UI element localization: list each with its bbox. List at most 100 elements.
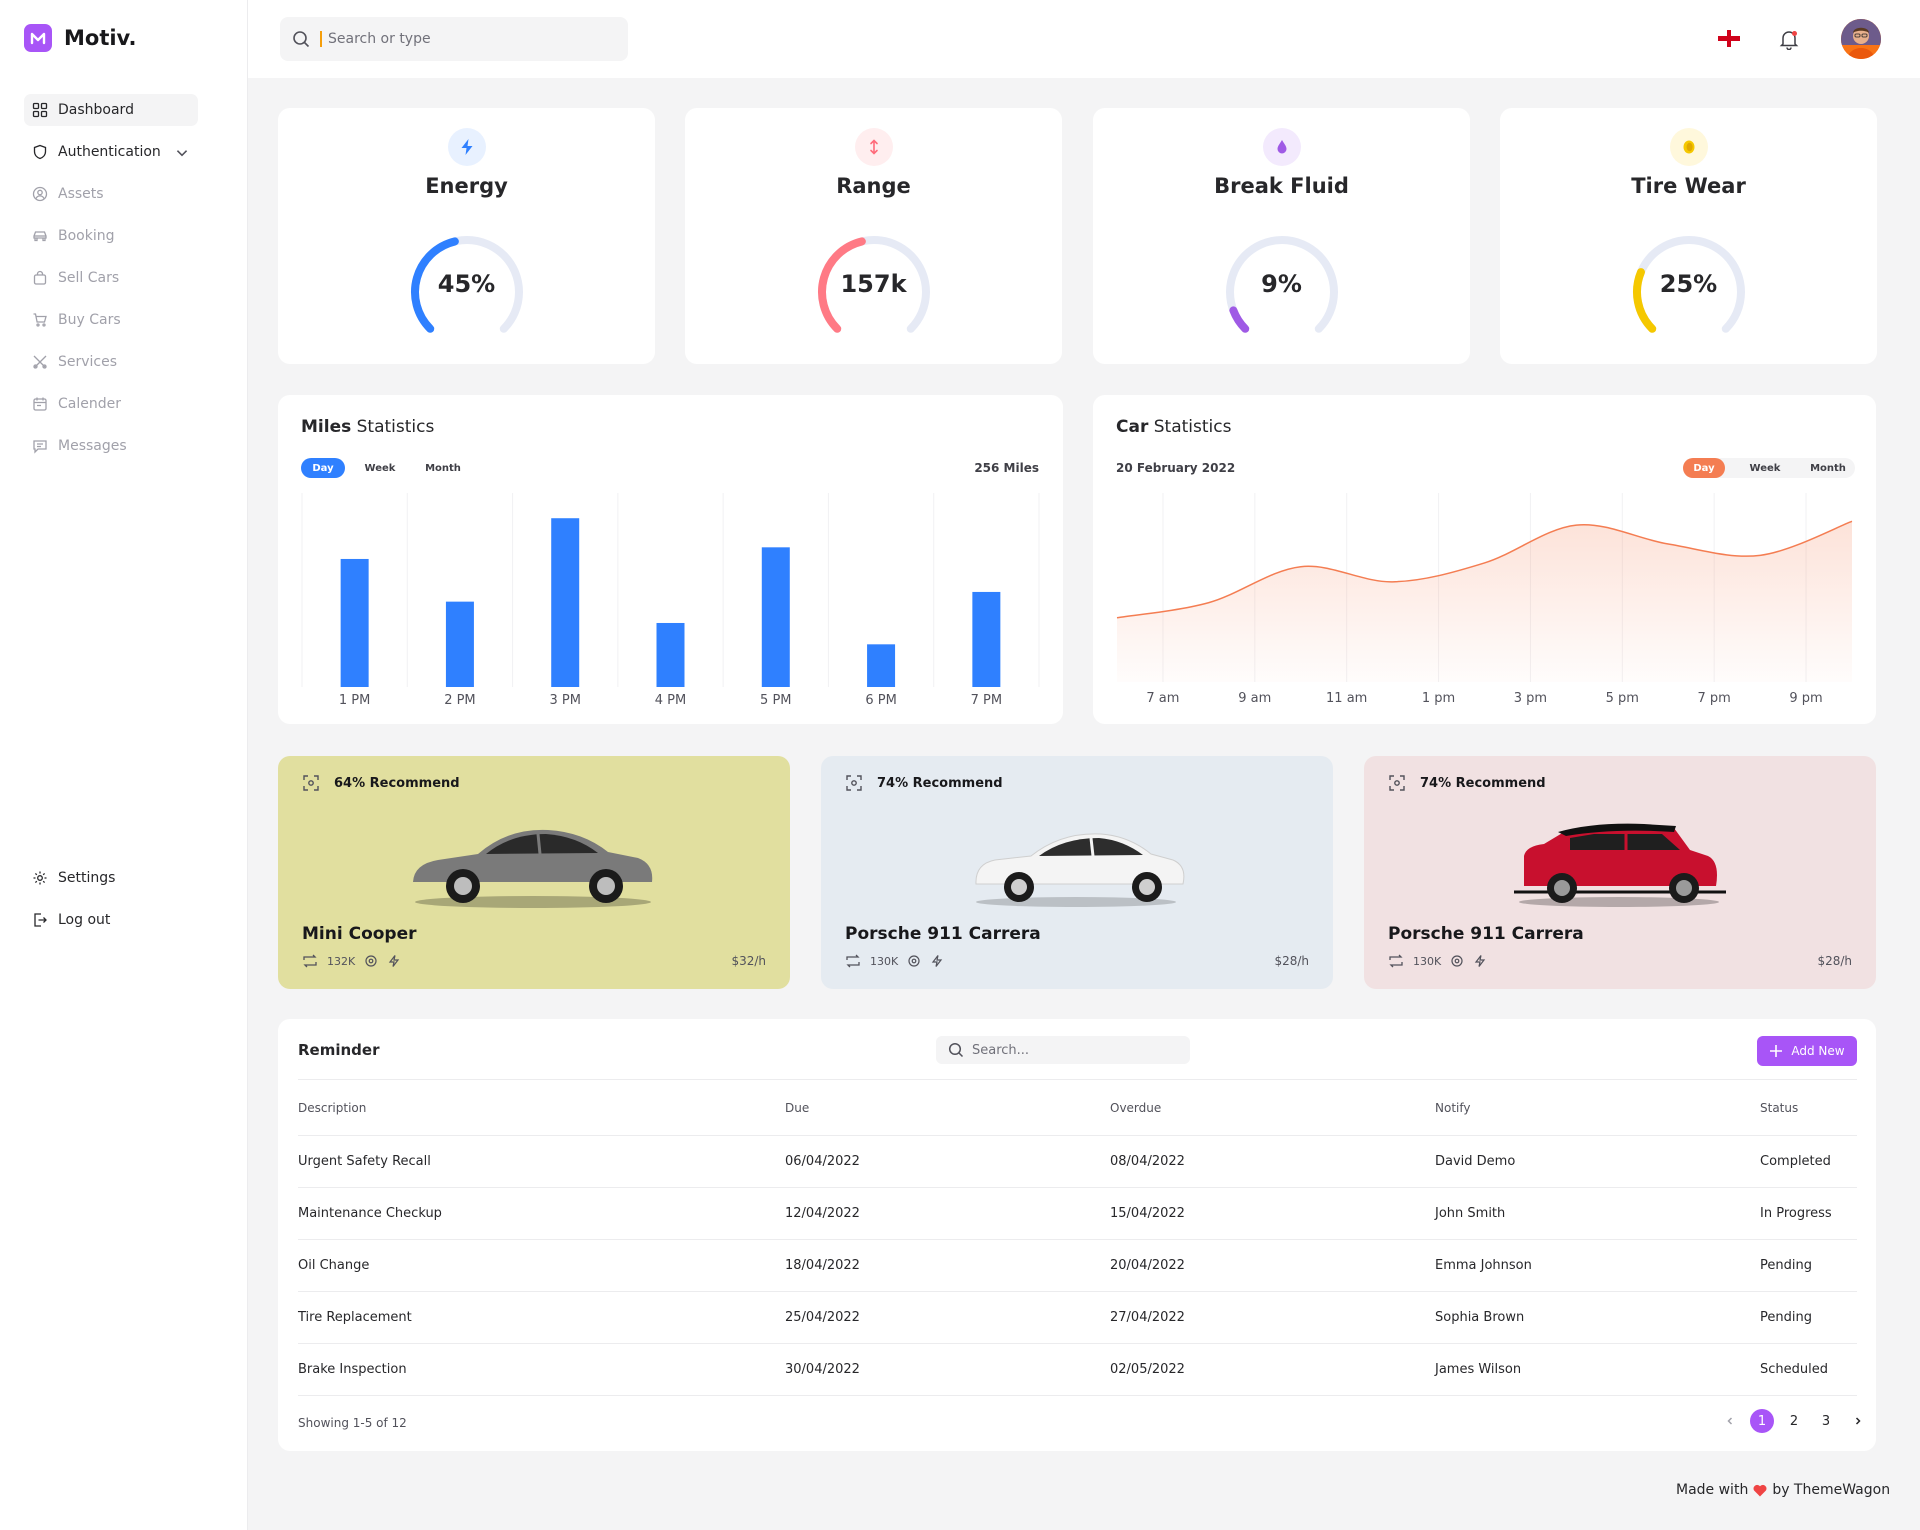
- topbar: [248, 0, 1920, 78]
- recommend-card[interactable]: 74% Recommend Porsche 911 Carrera 130K $…: [1364, 756, 1876, 989]
- reminder-search[interactable]: [936, 1036, 1190, 1064]
- sidebar-item-settings[interactable]: Settings: [24, 862, 198, 894]
- global-search[interactable]: [280, 17, 628, 61]
- tire-wear-gauge: [1632, 236, 1745, 333]
- column-header[interactable]: Notify: [1435, 1100, 1471, 1115]
- cell-due: 06/04/2022: [785, 1154, 860, 1169]
- reminder-search-input[interactable]: [972, 1042, 1172, 1058]
- avatar[interactable]: [1841, 19, 1881, 59]
- recommend-header: 74% Recommend: [1388, 774, 1546, 792]
- cell-description: Tire Replacement: [298, 1310, 412, 1325]
- search-input[interactable]: [320, 31, 600, 47]
- tab-month[interactable]: Month: [1810, 462, 1846, 474]
- tab-day[interactable]: Day: [1683, 458, 1725, 478]
- shopping-bag-icon: [33, 270, 47, 285]
- x-tick-label: 2 PM: [444, 693, 475, 708]
- tab-week[interactable]: Week: [1749, 462, 1781, 474]
- expand-icon: [303, 775, 319, 791]
- bar[interactable]: [972, 591, 1001, 687]
- cell-due: 25/04/2022: [785, 1310, 860, 1325]
- pagination-info: Showing 1-5 of 12: [298, 1416, 407, 1430]
- bell-icon[interactable]: [1778, 28, 1800, 50]
- language-flag-icon[interactable]: [1718, 30, 1740, 47]
- repeat-icon: [303, 954, 317, 968]
- sidebar-item-logout[interactable]: Log out: [24, 904, 198, 936]
- brand[interactable]: Motiv.: [24, 24, 137, 52]
- gauge-title: Range: [836, 174, 911, 198]
- chevron-down-icon[interactable]: [174, 145, 190, 161]
- prev-page-button[interactable]: [1718, 1409, 1742, 1433]
- lightning-icon: [1475, 955, 1486, 967]
- bar[interactable]: [445, 601, 474, 687]
- bar[interactable]: [340, 558, 369, 687]
- sidebar-item-calender[interactable]: Calender: [24, 388, 198, 420]
- sidebar-item-authentication[interactable]: Authentication: [24, 136, 198, 168]
- cell-notify: Emma Johnson: [1435, 1258, 1532, 1273]
- sidebar-item-sell-cars[interactable]: Sell Cars: [24, 262, 198, 294]
- sidebar-item-label: Services: [58, 354, 118, 370]
- table-row[interactable]: Maintenance Checkup 12/04/2022 15/04/202…: [298, 1188, 1857, 1240]
- tab-day[interactable]: Day: [301, 458, 345, 478]
- gauge-value: 45%: [437, 270, 496, 298]
- sidebar-item-booking[interactable]: Booking: [24, 220, 198, 252]
- recommend-card[interactable]: 74% Recommend Porsche 911 Carrera 130K $…: [821, 756, 1333, 989]
- x-tick-label: 3 pm: [1514, 691, 1547, 706]
- tab-group: [1683, 458, 1855, 478]
- stats-date: 20 February 2022: [1116, 461, 1236, 475]
- tab-month[interactable]: Month: [425, 462, 461, 474]
- recommend-pct: 74% Recommend: [1420, 775, 1546, 791]
- gauge-value: 25%: [1659, 270, 1718, 298]
- add-new-button[interactable]: Add New: [1757, 1036, 1857, 1066]
- bar[interactable]: [761, 547, 790, 687]
- cell-due: 18/04/2022: [785, 1258, 860, 1273]
- table-row[interactable]: Brake Inspection 30/04/2022 02/05/2022 J…: [298, 1344, 1857, 1396]
- brand-name: Motiv.: [64, 26, 137, 50]
- car-area-chart: 7 am 9 am 11 am 1 pm 3 pm 5 pm 7 pm 9 pm: [1116, 493, 1853, 706]
- cell-status: Pending: [1760, 1310, 1812, 1325]
- car-meta: 130K: [1388, 953, 1487, 969]
- page-button[interactable]: 1: [1750, 1409, 1774, 1433]
- table-row[interactable]: Urgent Safety Recall 06/04/2022 08/04/20…: [298, 1136, 1857, 1188]
- gauge-title: Energy: [425, 174, 508, 198]
- recommend-header: 74% Recommend: [845, 774, 1003, 792]
- bar[interactable]: [551, 518, 580, 687]
- sidebar-item-services[interactable]: Services: [24, 346, 198, 378]
- page-button[interactable]: 2: [1789, 1413, 1799, 1429]
- recommend-card[interactable]: 64% Recommend Mini Cooper 132K $32/h: [278, 756, 790, 989]
- recommend-pct: 64% Recommend: [334, 775, 460, 791]
- table-row[interactable]: Oil Change 18/04/2022 20/04/2022 Emma Jo…: [298, 1240, 1857, 1292]
- x-tick-label: 9 am: [1238, 691, 1271, 706]
- sidebar-item-label: Dashboard: [58, 102, 134, 118]
- car-mileage: 132K: [327, 954, 356, 968]
- cell-notify: David Demo: [1435, 1154, 1516, 1169]
- sidebar-item-assets[interactable]: Assets: [24, 178, 198, 210]
- x-tick-label: 4 PM: [655, 693, 686, 708]
- car-price: $28/h: [1817, 954, 1852, 968]
- expand-icon: [1389, 775, 1405, 791]
- sidebar-item-label: Buy Cars: [58, 312, 121, 328]
- miles-total: 256 Miles: [974, 461, 1039, 475]
- column-header[interactable]: Overdue: [1110, 1100, 1162, 1115]
- heart-icon: [1753, 1484, 1767, 1496]
- column-header[interactable]: Description: [298, 1100, 367, 1115]
- page-button[interactable]: 3: [1821, 1413, 1831, 1429]
- cell-notify: John Smith: [1435, 1206, 1506, 1221]
- x-tick-label: 1 PM: [339, 693, 370, 708]
- bar[interactable]: [656, 622, 685, 687]
- sidebar-item-label: Settings: [58, 870, 116, 886]
- column-header[interactable]: Status: [1760, 1100, 1799, 1115]
- footer-credit[interactable]: by ThemeWagon: [1772, 1482, 1891, 1498]
- gauge-arc: [1632, 268, 1656, 333]
- gear-icon: [33, 871, 47, 885]
- bar[interactable]: [867, 644, 896, 687]
- cell-status: Pending: [1760, 1258, 1812, 1273]
- sidebar-item-messages[interactable]: Messages: [24, 430, 198, 462]
- column-header[interactable]: Due: [785, 1100, 810, 1115]
- tab-week[interactable]: Week: [364, 462, 396, 474]
- table-row[interactable]: Tire Replacement 25/04/2022 27/04/2022 S…: [298, 1292, 1857, 1344]
- gauge-arc: [1228, 306, 1249, 333]
- next-page-button[interactable]: [1846, 1409, 1870, 1433]
- series-line[interactable]: [1116, 520, 1853, 619]
- sidebar-item-buy-cars[interactable]: Buy Cars: [24, 304, 198, 336]
- sidebar-item-dashboard[interactable]: Dashboard: [24, 94, 198, 126]
